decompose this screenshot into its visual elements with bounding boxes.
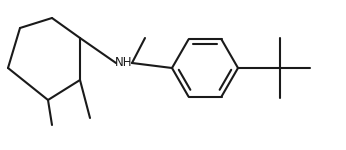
Text: NH: NH <box>115 57 133 69</box>
